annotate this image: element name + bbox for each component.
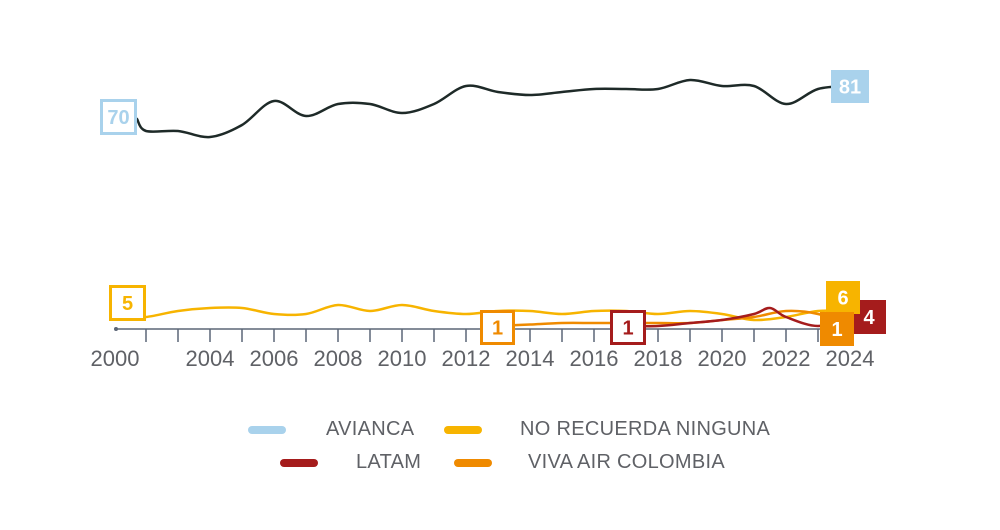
no-recuerda-end-label: 6: [826, 281, 860, 314]
x-tick-label: 2016: [570, 346, 619, 371]
svg-text:4: 4: [863, 307, 875, 329]
viva-air-end-label: 1: [820, 312, 854, 346]
x-tick-label: 2024: [826, 346, 875, 371]
latam-line: [624, 306, 852, 328]
legend-item-avianca[interactable]: AVIANCA: [248, 418, 414, 441]
avianca-start-label: 70: [100, 99, 137, 135]
legend-label: VIVA AIR COLOMBIA: [528, 451, 726, 473]
x-tick-label: 2006: [250, 346, 299, 371]
svg-text:1: 1: [622, 318, 633, 340]
latam-end-label: 4: [852, 300, 886, 334]
legend-label: NO RECUERDA NINGUNA: [520, 418, 771, 440]
legend-label: LATAM: [356, 451, 422, 473]
latam-start-label: 1: [610, 310, 646, 345]
viva-air-start-label: 1: [480, 310, 515, 345]
x-tick-label: 2018: [634, 346, 683, 371]
svg-text:1: 1: [492, 318, 503, 340]
x-tick-label: 2014: [506, 346, 555, 371]
legend-label: AVIANCA: [326, 418, 415, 440]
no-recuerda-swatch-icon: [444, 425, 482, 434]
legend-item-viva-air[interactable]: VIVA AIR COLOMBIA: [454, 451, 725, 474]
x-tick-label: 2008: [314, 346, 363, 371]
viva-air-swatch-icon: [454, 458, 492, 467]
series-layer: [135, 78, 852, 328]
svg-text:6: 6: [837, 288, 848, 310]
legend-item-latam[interactable]: LATAM: [280, 451, 421, 474]
viva-air-colombia-line: [496, 309, 852, 328]
avianca-line: [135, 78, 852, 139]
x-tick-label: 2020: [698, 346, 747, 371]
svg-text:81: 81: [839, 77, 861, 99]
svg-text:1: 1: [831, 319, 842, 341]
avianca-swatch-icon: [248, 425, 286, 434]
no-recuerda-start-label: 5: [109, 285, 146, 321]
x-axis: 2000 2004 2006 2008 2010 2012 2014 2016 2018 2020…: [91, 327, 875, 371]
x-tick-label: 2010: [378, 346, 427, 371]
x-tick-label: 2022: [762, 346, 811, 371]
x-tick-label: 2000: [91, 346, 140, 371]
x-tick-label: 2012: [442, 346, 491, 371]
legend-item-no-recuerda[interactable]: NO RECUERDA NINGUNA: [444, 418, 770, 441]
latam-swatch-icon: [280, 458, 318, 467]
svg-text:70: 70: [107, 107, 129, 129]
svg-text:5: 5: [122, 293, 133, 315]
avianca-end-label: 81: [831, 70, 869, 103]
x-tick-label: 2004: [186, 346, 235, 371]
